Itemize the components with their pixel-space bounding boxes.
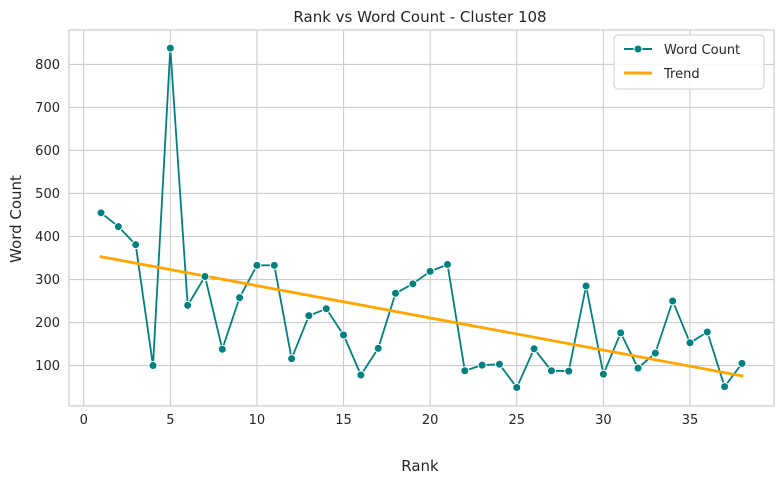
word-count-point xyxy=(581,281,591,291)
y-tick-label: 800 xyxy=(35,58,60,73)
word-count-point xyxy=(720,382,730,392)
x-tick-label: 0 xyxy=(80,413,88,428)
word-count-point xyxy=(650,348,660,358)
word-count-point xyxy=(217,344,227,354)
word-count-point xyxy=(148,361,158,371)
word-count-point xyxy=(321,304,331,314)
x-tick-label: 5 xyxy=(166,413,174,428)
word-count-point xyxy=(131,240,141,250)
word-count-point xyxy=(200,272,210,282)
x-tick-label: 15 xyxy=(335,413,352,428)
x-tick-label: 10 xyxy=(249,413,266,428)
word-count-point xyxy=(564,366,574,376)
word-count-point xyxy=(339,330,349,340)
series-layer xyxy=(96,43,747,393)
word-count-point xyxy=(408,279,418,289)
word-count-point xyxy=(598,369,608,379)
plot-frame xyxy=(68,29,775,407)
legend-word-count-marker xyxy=(633,44,643,54)
x-tick-label: 25 xyxy=(508,413,525,428)
word-count-point xyxy=(96,208,106,218)
word-count-point xyxy=(113,222,123,232)
chart-title: Rank vs Word Count - Cluster 108 xyxy=(293,8,546,26)
legend: Word Count Trend xyxy=(613,34,765,90)
word-count-point xyxy=(425,266,435,276)
y-tick-label: 700 xyxy=(35,101,60,116)
word-count-point xyxy=(702,327,712,337)
x-tick-label: 35 xyxy=(682,413,699,428)
x-tick-label: 30 xyxy=(595,413,612,428)
y-tick-label: 500 xyxy=(35,187,60,202)
word-count-point xyxy=(460,366,470,376)
word-count-point xyxy=(391,288,401,298)
legend-word-count-label: Word Count xyxy=(664,43,740,58)
word-count-point xyxy=(737,358,747,368)
word-count-point xyxy=(546,366,556,376)
word-count-point xyxy=(668,296,678,306)
word-count-point xyxy=(494,359,504,369)
word-count-point xyxy=(685,338,695,348)
grid xyxy=(69,30,774,406)
word-count-point xyxy=(529,344,539,354)
word-count-point xyxy=(165,43,175,53)
word-count-point xyxy=(252,260,262,270)
word-count-point xyxy=(304,311,314,321)
word-count-point xyxy=(235,293,245,303)
word-count-point xyxy=(183,300,193,310)
y-tick-label: 600 xyxy=(35,144,60,159)
word-count-point xyxy=(512,383,522,393)
x-tick-label: 20 xyxy=(422,413,439,428)
y-tick-label: 300 xyxy=(35,273,60,288)
y-tick-label: 200 xyxy=(35,316,60,331)
word-count-point xyxy=(269,260,279,270)
y-tick-label: 100 xyxy=(35,359,60,374)
word-count-point xyxy=(477,360,487,370)
word-count-point xyxy=(616,328,626,338)
y-tick-label: 400 xyxy=(35,230,60,245)
word-count-point xyxy=(442,259,452,269)
legend-trend-label: Trend xyxy=(663,67,700,82)
word-count-point xyxy=(356,370,366,380)
word-count-point xyxy=(287,354,297,364)
y-axis-label: Word Count xyxy=(7,175,25,263)
y-tick-labels: 100 200 300 400 500 600 700 800 xyxy=(35,58,60,374)
x-tick-labels: 0 5 10 15 20 25 30 35 xyxy=(80,413,699,428)
word-count-line xyxy=(100,47,743,389)
word-count-point xyxy=(633,363,643,373)
x-axis-label: Rank xyxy=(401,457,439,475)
word-count-point xyxy=(373,343,383,353)
